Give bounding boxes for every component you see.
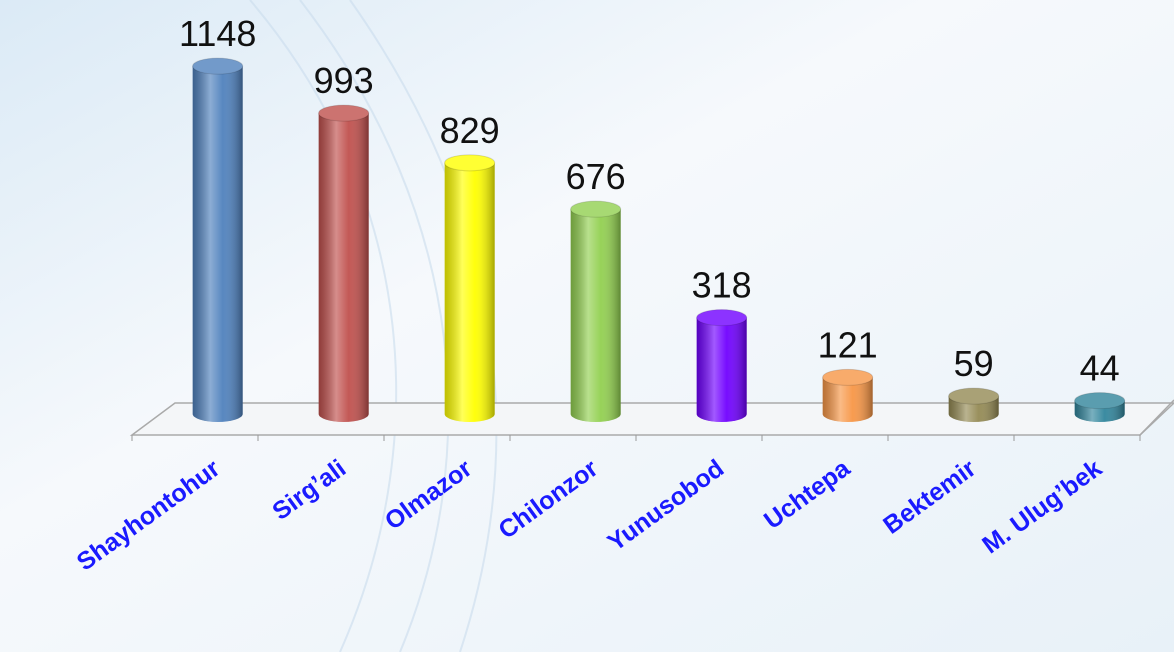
bar-shade [318, 113, 369, 422]
value-label: 59 [954, 343, 994, 384]
bar-cap [444, 154, 496, 172]
bar-cap-shine [444, 154, 495, 171]
bar-shade [696, 317, 747, 422]
bar-cap-shine [1074, 392, 1125, 409]
bar-cap [1074, 392, 1126, 410]
bar-cap [948, 387, 1000, 405]
value-label: 44 [1080, 348, 1120, 389]
floor [129, 402, 1174, 436]
bar-cap-shine [948, 388, 999, 405]
value-label: 829 [440, 110, 500, 151]
bar-shade [444, 162, 495, 423]
bar-cap-shine [318, 105, 369, 122]
floor-side [1139, 399, 1174, 436]
bar-cap [570, 200, 622, 218]
value-label: 676 [566, 156, 626, 197]
bar-cap-shine [570, 201, 621, 218]
bar-cap [192, 57, 244, 75]
value-label: 121 [818, 324, 878, 365]
bar-cap [696, 309, 748, 327]
bar-cap-shine [822, 369, 873, 386]
value-label: 1148 [179, 13, 256, 54]
value-label: 318 [692, 265, 752, 306]
bar-shade [570, 209, 621, 422]
bar-shade [822, 377, 873, 422]
bar-shade [192, 66, 243, 422]
bar-cap-shine [696, 309, 747, 326]
bar-cap-shine [192, 58, 243, 75]
bar-cap [318, 104, 370, 122]
value-label: 993 [314, 60, 374, 101]
bar-cap [822, 368, 874, 386]
